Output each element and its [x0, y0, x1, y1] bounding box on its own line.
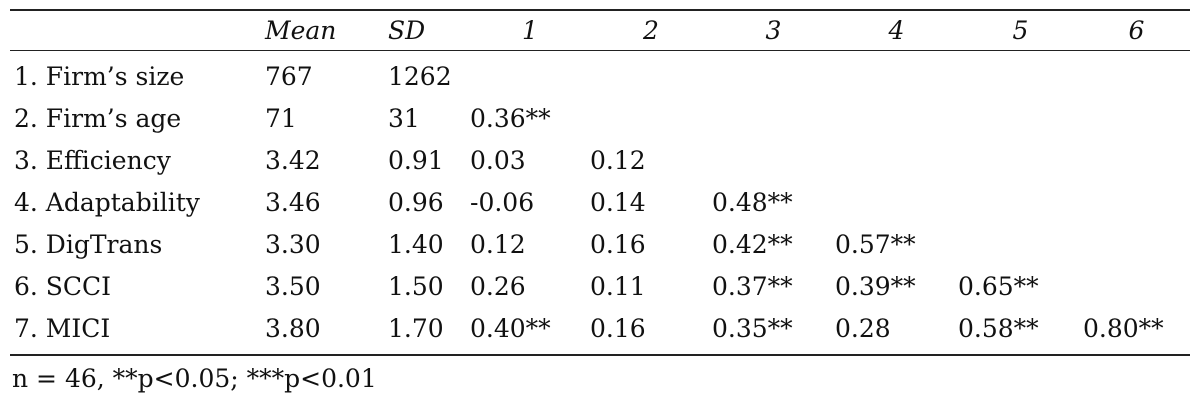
row-label: 2. Firm’s age: [14, 104, 182, 133]
header-rule: [10, 50, 1190, 51]
row-label: 5. DigTrans: [14, 230, 163, 259]
table-cell: 3.80: [265, 314, 321, 343]
top-rule: [10, 9, 1190, 11]
row-label: 3. Efficiency: [14, 146, 171, 175]
table-cell: 767: [265, 62, 313, 91]
table-cell: 0.91: [388, 146, 444, 175]
table-cell: 31: [388, 104, 420, 133]
table-cell: 0.40**: [470, 314, 551, 343]
table-cell: 0.58**: [958, 314, 1039, 343]
row-label: 1. Firm’s size: [14, 62, 185, 91]
column-header: 5: [1012, 16, 1029, 45]
table-cell: 3.30: [265, 230, 321, 259]
table-cell: 0.96: [388, 188, 444, 217]
table-cell: 1262: [388, 62, 452, 91]
column-header: 1: [522, 16, 538, 45]
footnote: n = 46, **p<0.05; ***p<0.01: [12, 364, 377, 393]
table-cell: 0.37**: [712, 272, 793, 301]
column-header: 2: [643, 16, 659, 45]
table-cell: 0.57**: [835, 230, 916, 259]
table-cell: 0.42**: [712, 230, 793, 259]
row-label: 4. Adaptability: [14, 188, 200, 217]
column-header: SD: [388, 16, 426, 45]
table-cell: 1.70: [388, 314, 444, 343]
column-header: 4: [888, 16, 905, 45]
table-cell: 0.16: [590, 314, 646, 343]
table-cell: 1.50: [388, 272, 444, 301]
table-cell: 0.03: [470, 146, 526, 175]
table-cell: 0.48**: [712, 188, 793, 217]
table-cell: 3.46: [265, 188, 321, 217]
row-label: 7. MICI: [14, 314, 111, 343]
table-cell: -0.06: [470, 188, 535, 217]
table-cell: 0.28: [835, 314, 891, 343]
column-header: 6: [1128, 16, 1145, 45]
table-cell: 0.26: [470, 272, 526, 301]
table-cell: 0.36**: [470, 104, 551, 133]
table-cell: 0.12: [470, 230, 526, 259]
table-cell: 3.50: [265, 272, 321, 301]
table-cell: 0.12: [590, 146, 646, 175]
row-label: 6. SCCI: [14, 272, 112, 301]
table-cell: 0.80**: [1083, 314, 1164, 343]
column-header: 3: [765, 16, 782, 45]
table-cell: 0.65**: [958, 272, 1039, 301]
column-header: Mean: [265, 16, 337, 45]
table-cell: 71: [265, 104, 297, 133]
table-cell: 0.35**: [712, 314, 793, 343]
table-cell: 0.16: [590, 230, 646, 259]
table-cell: 0.11: [590, 272, 646, 301]
table-cell: 0.14: [590, 188, 646, 217]
table-cell: 3.42: [265, 146, 321, 175]
table-cell: 0.39**: [835, 272, 916, 301]
table-cell: 1.40: [388, 230, 444, 259]
bottom-rule: [10, 354, 1190, 356]
